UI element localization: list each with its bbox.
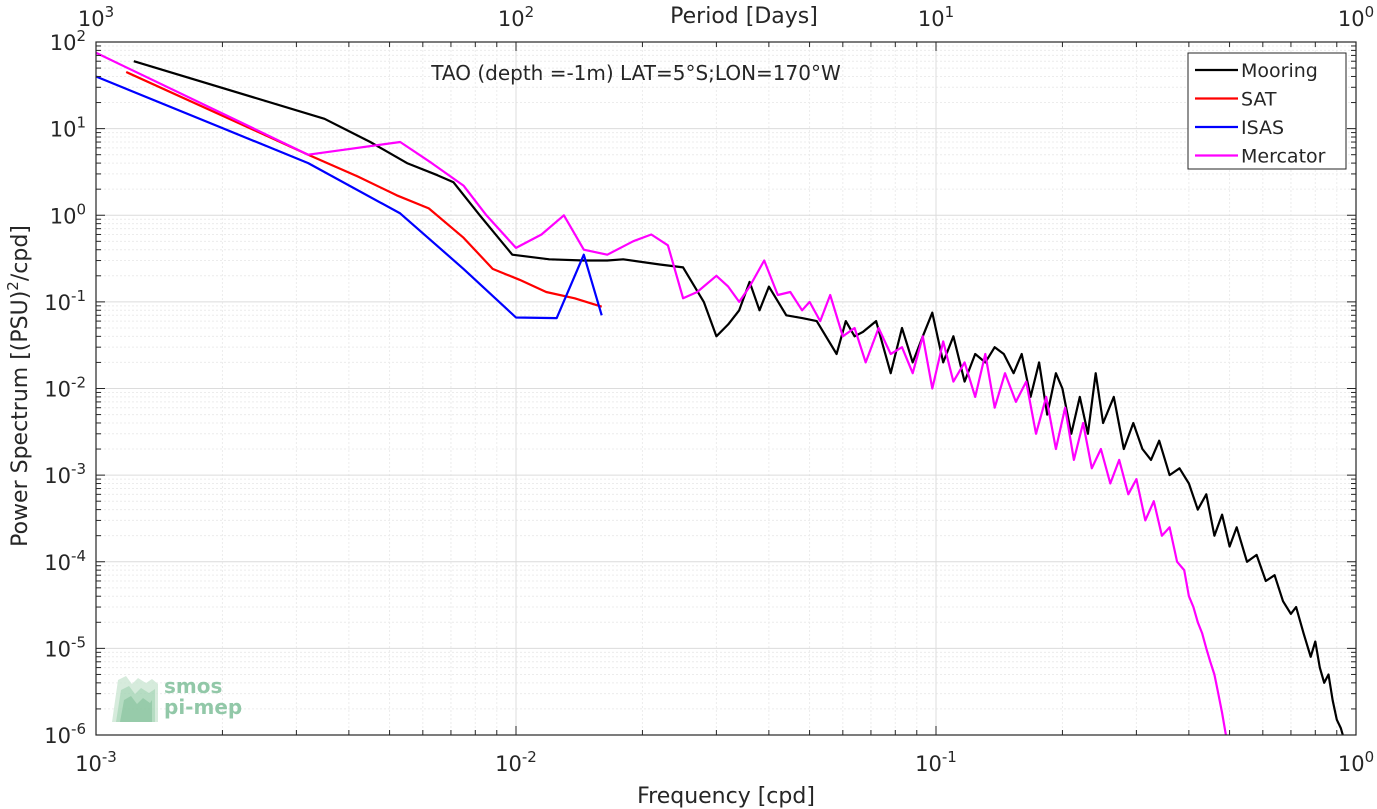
legend-box	[1187, 52, 1347, 170]
top-tick-label-exponent: 1	[945, 3, 955, 21]
top-tick-label-exponent: 0	[1365, 3, 1375, 21]
top-tick-label-exponent: 2	[525, 3, 535, 21]
top-tick-label: 101	[918, 3, 954, 31]
y-tick-label: 101	[50, 114, 86, 142]
y-tick-label: 102	[50, 27, 86, 55]
y-tick-label-exponent: 2	[76, 27, 86, 45]
tick-marks	[95, 42, 1356, 736]
y-axis-label-superscript: 2	[4, 281, 22, 291]
y-axis-label-tail: /cpd]	[8, 225, 33, 281]
x-tick-label-exponent: -1	[942, 748, 957, 766]
logo-waves-icon	[112, 676, 158, 722]
y-tick-label-base: 10	[44, 551, 71, 575]
y-tick-label: 10-5	[44, 633, 86, 661]
series-line-sat	[125, 70, 603, 308]
legend: Mooring SAT ISAS Mercator	[1187, 52, 1347, 170]
logo-text-pi-mep: pi-mep	[164, 695, 242, 719]
y-tick-label: 10-3	[44, 460, 86, 488]
y-tick-label-exponent: -2	[71, 374, 86, 392]
y-tick-label-exponent: -6	[71, 720, 86, 738]
y-axis-label-main: Power Spectrum [(PSU)	[8, 291, 33, 547]
y-tick-label-exponent: -4	[71, 547, 86, 565]
x-tick-label-base: 10	[495, 752, 522, 776]
y-axis-label: Power Spectrum [(PSU)2/cpd]	[4, 225, 33, 547]
logo-text-smos: smos	[164, 674, 222, 698]
top-tick-label-base: 10	[1338, 7, 1365, 31]
y-tick-label: 100	[50, 200, 86, 228]
top-tick-label-base: 10	[78, 7, 105, 31]
x-tick-label: 10-3	[75, 748, 117, 776]
x-tick-label-base: 10	[1338, 752, 1365, 776]
y-tick-label-base: 10	[50, 118, 77, 142]
y-tick-label-base: 10	[44, 378, 71, 402]
legend-label-mercator: Mercator	[1241, 146, 1326, 168]
top-tick-label-base: 10	[918, 7, 945, 31]
top-tick-label: 100	[1338, 3, 1374, 31]
grid	[95, 41, 1357, 736]
x-tick-label: 100	[1338, 748, 1374, 776]
x-axis-label: Frequency [cpd]	[637, 784, 815, 809]
series-line-mooring	[133, 60, 1344, 736]
y-tick-label-base: 10	[50, 31, 77, 55]
y-tick-label-exponent: -3	[71, 460, 86, 478]
top-tick-label: 102	[498, 3, 534, 31]
series-line-mercator	[95, 51, 1227, 736]
legend-label-isas: ISAS	[1241, 117, 1284, 139]
top-tick-label: 103	[78, 3, 114, 31]
legend-label-sat: SAT	[1241, 89, 1277, 111]
y-tick-label-exponent: 0	[76, 200, 86, 218]
top-tick-label-exponent: 3	[105, 3, 115, 21]
series-layer	[95, 51, 1344, 736]
x-tick-label: 10-1	[915, 748, 957, 776]
top-tick-label-base: 10	[498, 7, 525, 31]
top-axis-label: Period [Days]	[670, 4, 818, 29]
smos-pi-mep-logo: smos pi-mep	[112, 674, 242, 722]
y-tick-label-exponent: -5	[71, 633, 86, 651]
x-tick-label-base: 10	[75, 752, 102, 776]
y-tick-label: 10-6	[44, 720, 86, 748]
x-tick-label-exponent: -2	[522, 748, 537, 766]
x-tick-label-exponent: 0	[1365, 748, 1375, 766]
y-tick-label: 10-1	[44, 287, 86, 315]
y-tick-label-base: 10	[44, 637, 71, 661]
y-tick-label-base: 10	[44, 291, 71, 315]
legend-label-mooring: Mooring	[1241, 60, 1318, 82]
y-tick-label: 10-2	[44, 374, 86, 402]
y-tick-label-base: 10	[44, 464, 71, 488]
y-tick-label-exponent: 1	[76, 114, 86, 132]
y-tick-label: 10-4	[44, 547, 86, 575]
y-tick-label-exponent: -1	[71, 287, 86, 305]
series-line-isas	[95, 75, 603, 320]
x-tick-label-base: 10	[915, 752, 942, 776]
y-tick-label-base: 10	[44, 724, 71, 748]
x-tick-label-exponent: -3	[102, 748, 117, 766]
x-tick-label: 10-2	[495, 748, 537, 776]
chart-title: TAO (depth =-1m) LAT=5°S;LON=170°W	[430, 61, 841, 85]
y-tick-label-base: 10	[50, 204, 77, 228]
